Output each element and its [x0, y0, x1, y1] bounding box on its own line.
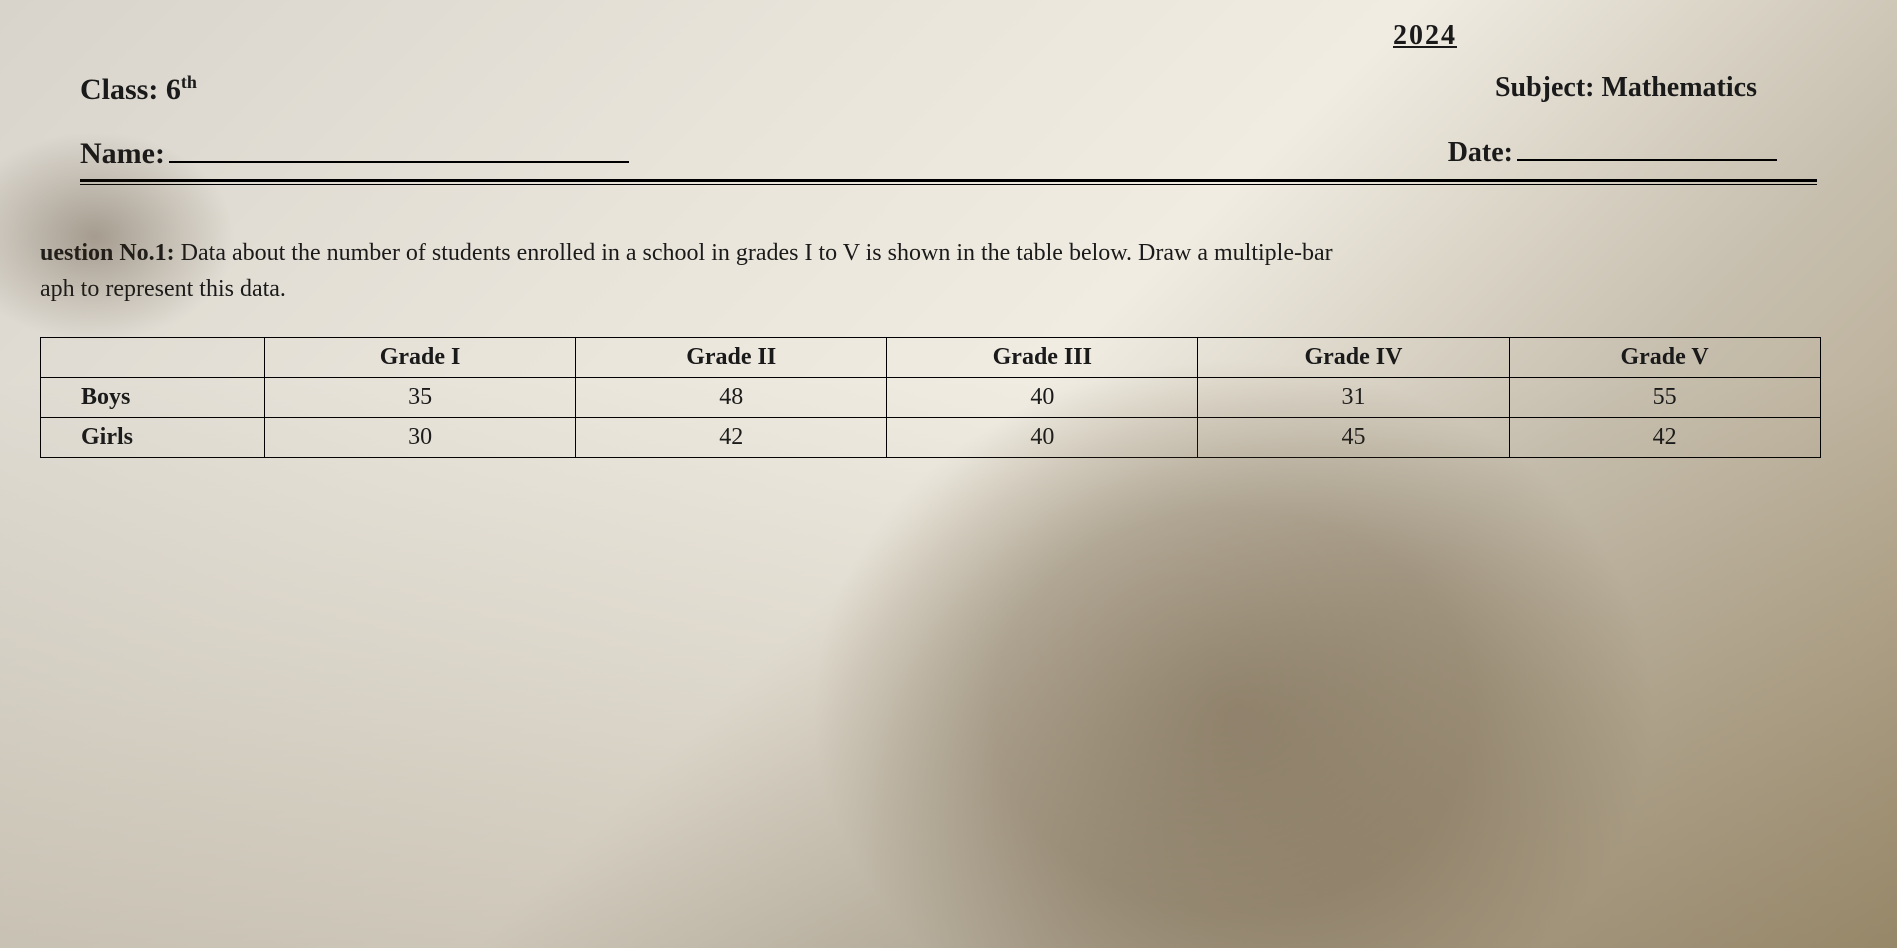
name-label: Name:	[80, 137, 165, 171]
cell-girls-g1: 30	[265, 418, 576, 458]
cell-boys-g5: 55	[1509, 378, 1820, 418]
cell-boys-g1: 35	[265, 378, 576, 418]
col-header-grade2: Grade II	[576, 338, 887, 378]
col-header-grade5: Grade V	[1509, 338, 1820, 378]
cell-girls-g5: 42	[1509, 418, 1820, 458]
question-block: uestion No.1: Data about the number of s…	[40, 235, 1857, 307]
info-row-top: Class: 6th Subject: Mathematics	[40, 72, 1857, 107]
row-label-boys: Boys	[41, 378, 265, 418]
date-field: Date:	[1448, 137, 1817, 171]
name-blank	[169, 161, 629, 163]
class-value: 6	[166, 73, 181, 106]
cell-boys-g4: 31	[1198, 378, 1509, 418]
cell-girls-g2: 42	[576, 418, 887, 458]
cell-girls-g3: 40	[887, 418, 1198, 458]
class-suffix: th	[181, 72, 197, 92]
cell-boys-g3: 40	[887, 378, 1198, 418]
class-label-text: Class:	[80, 73, 158, 106]
cell-boys-g2: 48	[576, 378, 887, 418]
table-corner-cell	[41, 338, 265, 378]
table-row-girls: Girls 30 42 40 45 42	[41, 418, 1821, 458]
name-field: Name:	[80, 137, 629, 171]
page-header-partial: 2024	[40, 20, 1857, 52]
date-blank	[1517, 159, 1777, 161]
cell-girls-g4: 45	[1198, 418, 1509, 458]
question-number: uestion No.1:	[40, 240, 175, 266]
col-header-grade3: Grade III	[887, 338, 1198, 378]
table-row-boys: Boys 35 48 40 31 55	[41, 378, 1821, 418]
subject-field: Subject: Mathematics	[1495, 72, 1817, 107]
question-text-line2: aph to represent this data.	[40, 276, 286, 302]
table-header-row: Grade I Grade II Grade III Grade IV Grad…	[41, 338, 1821, 378]
row-label-girls: Girls	[41, 418, 265, 458]
subject-label-text: Subject:	[1495, 72, 1595, 103]
col-header-grade4: Grade IV	[1198, 338, 1509, 378]
class-field: Class: 6th	[80, 72, 197, 107]
subject-value: Mathematics	[1601, 72, 1757, 103]
col-header-grade1: Grade I	[265, 338, 576, 378]
header-year: 2024	[1393, 20, 1457, 51]
header-divider	[80, 179, 1817, 185]
enrollment-table: Grade I Grade II Grade III Grade IV Grad…	[40, 337, 1821, 458]
question-text-line1: Data about the number of students enroll…	[181, 240, 1333, 266]
date-label: Date:	[1448, 137, 1513, 169]
name-date-row: Name: Date:	[40, 137, 1857, 171]
